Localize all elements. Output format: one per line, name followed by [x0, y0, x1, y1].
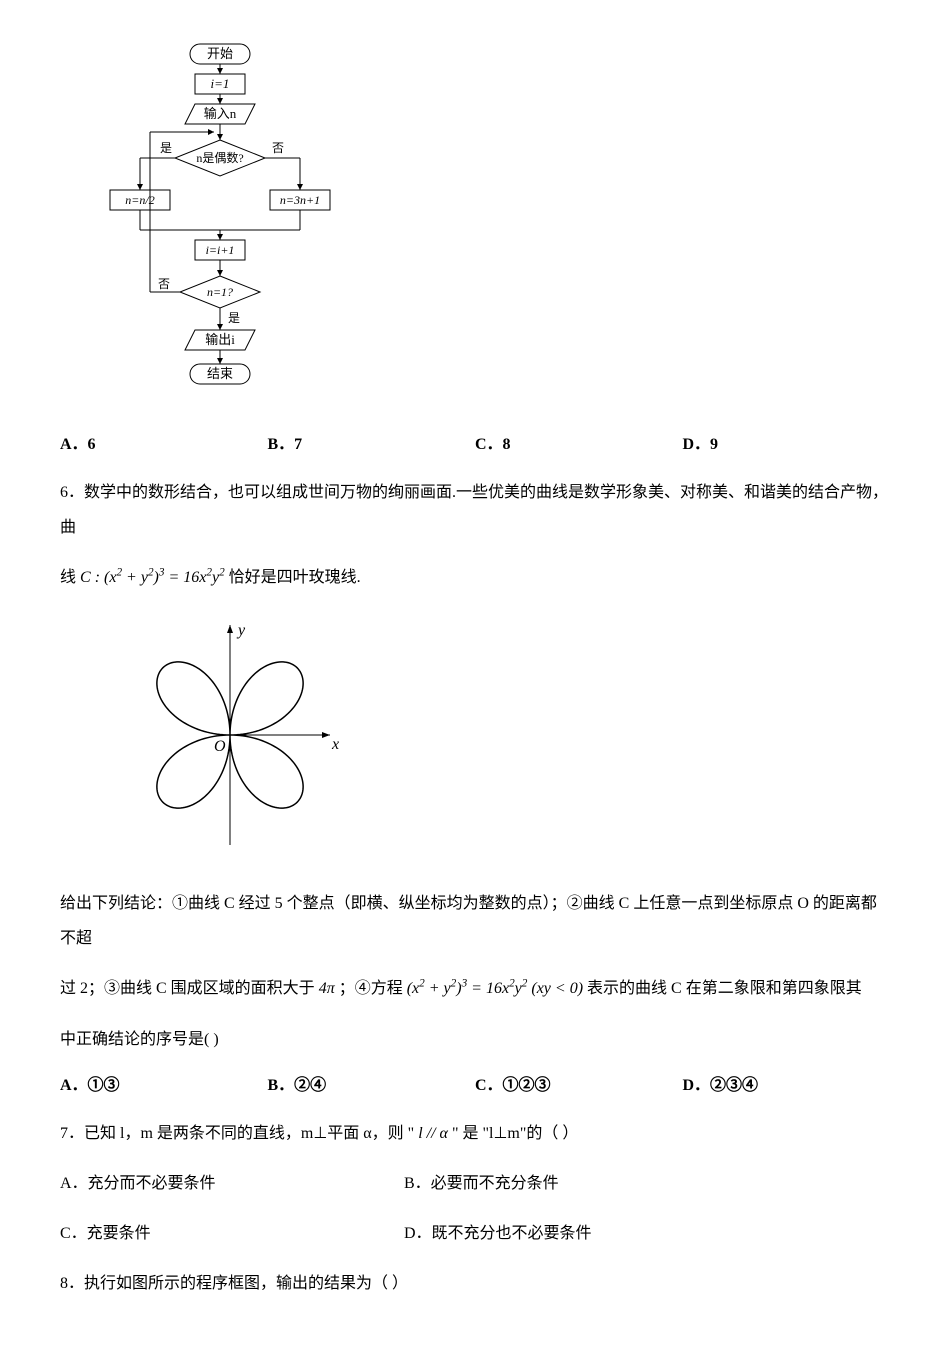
q6-formula-prefix: 线 — [60, 569, 76, 586]
inc-label: i=i+1 — [206, 243, 235, 257]
flowchart-svg: 开始 i=1 输入n n是偶数? 是 否 n=n/2 n=3n+1 i=i+ — [100, 40, 360, 400]
q6-option-b: B．②④ — [268, 1072, 476, 1101]
q6-formula2: (x2 + y2)3 = 16x2y2 (xy < 0) — [407, 980, 583, 997]
origin-label: O — [214, 738, 226, 755]
cond2-yes: 是 — [228, 311, 240, 325]
cond1-no: 否 — [272, 141, 284, 155]
q7-option-b: B．必要而不充分条件 — [404, 1166, 744, 1201]
q7-prefix: 7．已知 l，m 是两条不同的直线，m⊥平面 α，则 " — [60, 1125, 414, 1142]
q5-option-b: B．7 — [268, 431, 476, 460]
cond1-yes: 是 — [160, 141, 172, 155]
q7-answers-row1: A．充分而不必要条件 B．必要而不充分条件 — [60, 1166, 890, 1201]
q7-option-c: C．充要条件 — [60, 1216, 400, 1251]
rose-svg: x y O — [120, 615, 340, 855]
q6-formula-line: 线 C : (x2 + y2)3 = 16x2y2 恰好是四叶玫瑰线. — [60, 560, 890, 595]
q5-option-a: A．6 — [60, 431, 268, 460]
end-label: 结束 — [207, 366, 233, 381]
q6-option-d: D．②③④ — [683, 1072, 891, 1101]
q6-p2-suffix: 表示的曲线 C 在第二象限和第四象限其 — [587, 980, 862, 997]
q6-body-2: 过 2；③曲线 C 围成区域的面积大于 4π ；④方程 (x2 + y2)3 =… — [60, 971, 890, 1006]
q6-option-c: C．①②③ — [475, 1072, 683, 1101]
q6-intro: 6．数学中的数形结合，也可以组成世间万物的绚丽画面.一些优美的曲线是数学形象美、… — [60, 475, 890, 545]
q7-option-d: D．既不充分也不必要条件 — [404, 1216, 744, 1251]
q6-formula: C : (x2 + y2)3 = 16x2y2 — [80, 569, 225, 586]
rose-curve: x y O — [120, 615, 890, 866]
q6-option-a: A．①③ — [60, 1072, 268, 1101]
flowchart: 开始 i=1 输入n n是偶数? 是 否 n=n/2 n=3n+1 i=i+ — [100, 40, 890, 411]
cond1-label: n是偶数? — [196, 150, 243, 165]
q7-answers-row2: C．充要条件 D．既不充分也不必要条件 — [60, 1216, 890, 1251]
q6-body-3: 中正确结论的序号是( ) — [60, 1022, 890, 1057]
x-label: x — [331, 736, 339, 753]
input-label: 输入n — [204, 106, 237, 121]
cond2-label: n=1? — [207, 285, 233, 299]
output-label: 输出i — [205, 332, 235, 347]
q6-4pi: 4π — [319, 980, 335, 997]
q5-answers: A．6 B．7 C．8 D．9 — [60, 431, 890, 460]
q6-p2-prefix: 过 2；③曲线 C 围成区域的面积大于 — [60, 980, 315, 997]
q7-suffix: " 是 "l⊥m"的（ ） — [452, 1125, 578, 1142]
q5-option-c: C．8 — [475, 431, 683, 460]
right-label: n=3n+1 — [280, 193, 320, 207]
q6-formula-suffix: 恰好是四叶玫瑰线. — [229, 569, 361, 586]
cond2-no: 否 — [158, 277, 170, 291]
q7-option-a: A．充分而不必要条件 — [60, 1166, 400, 1201]
q6-p2-mid: ；④方程 — [339, 980, 403, 997]
q5-option-d: D．9 — [683, 431, 891, 460]
q7-cond: l // α — [418, 1125, 448, 1142]
q6-body-1: 给出下列结论：①曲线 C 经过 5 个整点（即横、纵坐标均为整数的点）；②曲线 … — [60, 886, 890, 956]
start-label: 开始 — [207, 46, 233, 61]
q7-text: 7．已知 l，m 是两条不同的直线，m⊥平面 α，则 " l // α " 是 … — [60, 1116, 890, 1151]
init-label: i=1 — [211, 76, 230, 91]
q8-text: 8．执行如图所示的程序框图，输出的结果为（ ） — [60, 1266, 890, 1301]
q6-answers: A．①③ B．②④ C．①②③ D．②③④ — [60, 1072, 890, 1101]
y-label: y — [236, 622, 246, 639]
